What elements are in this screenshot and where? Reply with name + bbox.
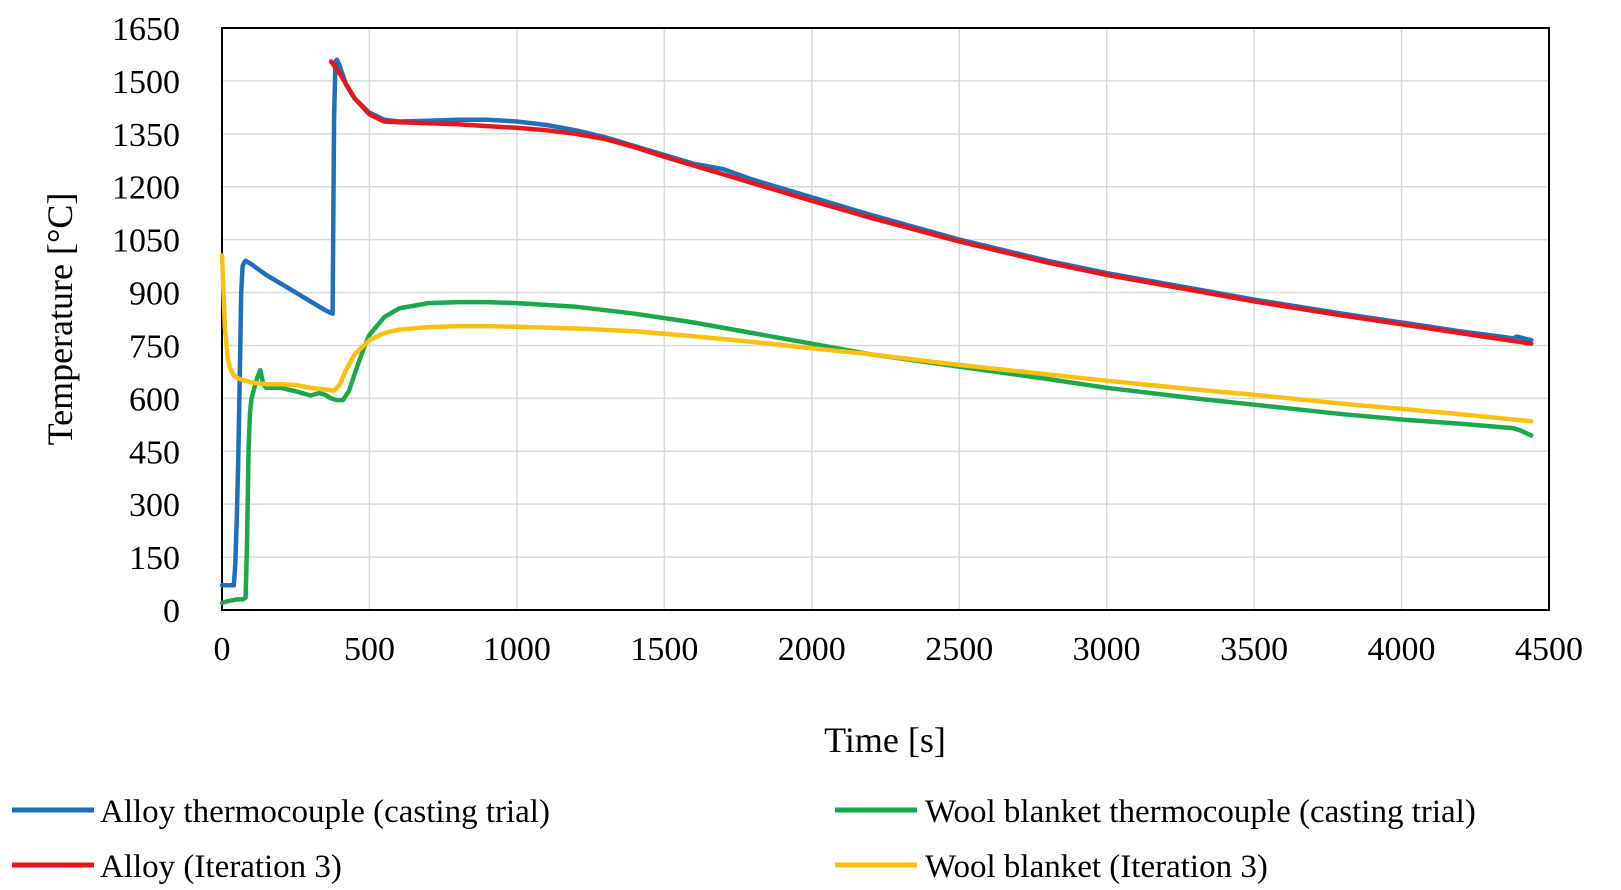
legend-label-wool-blanket-thermocouple: Wool blanket thermocouple (casting trial…: [925, 794, 1476, 830]
plot-area-frame: [221, 27, 1550, 611]
y-tick-label: 1500: [112, 64, 180, 101]
x-tick-label: 3500: [1220, 631, 1288, 668]
legend-item-wool-blanket-thermocouple: Wool blanket thermocouple (casting trial…: [835, 794, 1476, 830]
y-tick-label: 1200: [112, 170, 180, 207]
x-tick-label: 1000: [483, 631, 551, 668]
y-tick-label: 150: [129, 540, 180, 577]
legend-label-alloy-thermocouple: Alloy thermocouple (casting trial): [100, 794, 550, 830]
x-tick-label: 2000: [778, 631, 846, 668]
x-tick-label: 3000: [1073, 631, 1141, 668]
y-tick-label: 450: [129, 434, 180, 471]
x-tick-label: 4000: [1368, 631, 1436, 668]
x-tick-label: 1500: [630, 631, 698, 668]
x-tick-label: 2500: [925, 631, 993, 668]
x-tick-label: 0: [214, 631, 231, 668]
series-line-alloy-iteration-3: [328, 59, 1534, 346]
y-axis-label: Temperature [°C]: [40, 193, 80, 446]
y-axis-ticks: 0 150 300 450 600 750 900 1050 1200 1350 1500 1650: [112, 11, 180, 630]
y-tick-label: 1350: [112, 117, 180, 154]
y-tick-label: 1650: [112, 11, 180, 48]
y-tick-label: 1050: [112, 223, 180, 260]
series-line-wool-blanket-thermocouple-casting-trial: [219, 299, 1534, 606]
series-line-wool-blanket-iteration-3: [219, 253, 1534, 424]
x-tick-label: 4500: [1515, 631, 1583, 668]
y-tick-label: 0: [163, 593, 180, 630]
x-axis-ticks: 0 500 1000 1500 2000 2500 3000 3500 4000 4500: [214, 631, 1584, 668]
y-tick-label: 600: [129, 381, 180, 418]
legend-label-wool-blanket-iteration-3: Wool blanket (Iteration 3): [925, 849, 1268, 885]
series-line-alloy-thermocouple-casting-trial: [219, 57, 1534, 588]
legend: Alloy thermocouple (casting trial) Wool …: [12, 794, 1476, 885]
series-layer: [219, 57, 1534, 606]
legend-item-alloy-thermocouple: Alloy thermocouple (casting trial): [12, 794, 550, 830]
x-tick-label: 500: [344, 631, 395, 668]
grid-lines: [222, 28, 1549, 610]
legend-item-alloy-iteration-3: Alloy (Iteration 3): [12, 849, 342, 885]
legend-item-wool-blanket-iteration-3: Wool blanket (Iteration 3): [835, 849, 1268, 885]
y-tick-label: 750: [129, 328, 180, 365]
y-tick-label: 300: [129, 487, 180, 524]
y-tick-label: 900: [129, 276, 180, 313]
x-axis-label: Time [s]: [824, 720, 946, 760]
legend-label-alloy-iteration-3: Alloy (Iteration 3): [100, 849, 342, 885]
